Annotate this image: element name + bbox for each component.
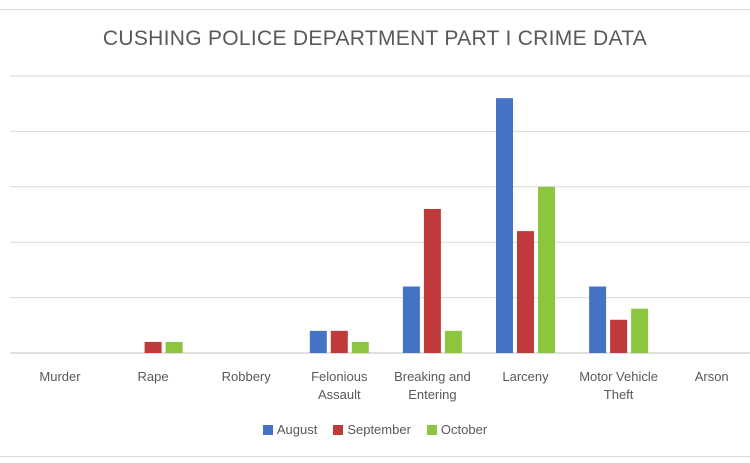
bar-august-6 (589, 286, 607, 353)
chart-legend: August September October (0, 422, 750, 437)
x-tick-label: Larceny (502, 369, 549, 384)
legend-item-october: October (426, 422, 488, 437)
bar-october-3 (351, 341, 369, 353)
x-tick-label: Motor Vehicle Theft (579, 369, 658, 402)
x-tick-label: Arson (695, 369, 729, 384)
chart-frame-bottom (0, 456, 750, 457)
bar-august-5 (496, 98, 513, 353)
bar-september-4 (423, 208, 441, 353)
x-tick-label: Rape (138, 369, 169, 384)
bar-august-3 (309, 330, 327, 353)
bar-september-1 (144, 341, 162, 353)
x-tick-label: Felonious Assault (311, 369, 368, 402)
legend-item-august: August (262, 422, 318, 437)
bar-october-4 (444, 330, 462, 353)
bar-august-4 (402, 286, 420, 353)
legend-label: October (440, 422, 488, 437)
legend-swatch (262, 424, 273, 435)
bar-september-5 (517, 231, 534, 353)
legend-swatch (333, 424, 344, 435)
legend-label: August (276, 422, 318, 437)
bar-october-5 (538, 186, 555, 353)
chart-frame-top (0, 9, 750, 10)
bar-september-3 (330, 330, 348, 353)
bar-september-6 (610, 319, 628, 353)
x-tick-label: Breaking and Entering (394, 369, 471, 402)
bar-october-6 (631, 308, 649, 353)
bar-october-1 (165, 341, 183, 353)
legend-label: September (347, 422, 411, 437)
chart-title: CUSHING POLICE DEPARTMENT PART I CRIME D… (102, 27, 648, 50)
x-tick-label: Murder (39, 369, 81, 384)
legend-item-september: September (333, 422, 411, 437)
x-tick-label: Robbery (222, 369, 272, 384)
legend-swatch (426, 424, 437, 435)
